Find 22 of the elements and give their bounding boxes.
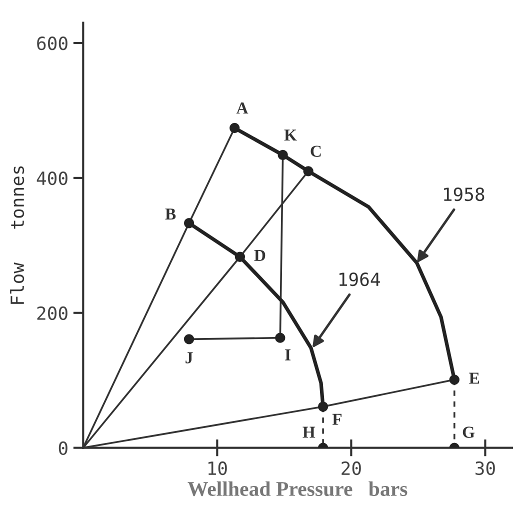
annotation: J — [186, 352, 193, 364]
x-tick-label: 30 — [476, 461, 495, 476]
y-tick-label: 400 — [36, 171, 68, 186]
annotation: F — [332, 414, 342, 425]
annotation: I — [285, 349, 290, 360]
annotation: E — [469, 372, 480, 384]
annotation: B — [165, 208, 176, 220]
annotation: K — [284, 130, 297, 141]
annotation: A — [236, 102, 248, 114]
annotation: G — [462, 426, 475, 438]
y-tick-label: 0 — [58, 441, 68, 455]
y-tick-label: 600 — [37, 36, 68, 50]
annotation: H — [302, 426, 316, 438]
x-tick-label: 20 — [342, 461, 361, 476]
annotation: D — [254, 250, 266, 261]
x-axis-title: Wellhead Pressure bars — [188, 481, 408, 496]
y-tick-label: 200 — [37, 306, 68, 320]
annotation: 1964 — [340, 272, 380, 286]
y-axis-title: Flow tonnes — [10, 166, 24, 304]
annotation: C — [310, 146, 321, 157]
annotation: 1958 — [444, 187, 484, 202]
x-tick-label: 10 — [208, 461, 227, 476]
